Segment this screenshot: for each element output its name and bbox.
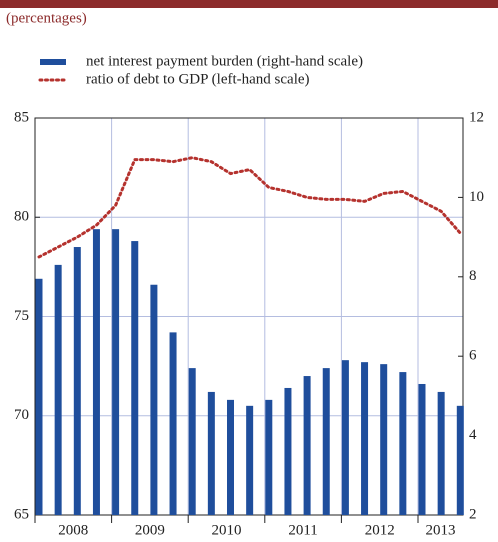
x-tick-label: 2013 [426, 522, 456, 538]
y-tick-label: 75 [14, 308, 29, 324]
y-tick-label: 70 [14, 407, 29, 423]
y2-tick-label: 2 [469, 506, 477, 522]
x-tick-label: 2012 [365, 522, 395, 538]
bar [54, 264, 62, 515]
y2-tick-label: 4 [469, 427, 477, 443]
bar [131, 241, 139, 515]
x-tick-label: 2009 [135, 522, 165, 538]
y-tick-label: 65 [14, 506, 29, 522]
bar [35, 278, 43, 515]
bar [169, 332, 177, 515]
bar [437, 391, 445, 515]
bar [380, 364, 388, 515]
x-tick-label: 2011 [288, 522, 317, 538]
y-tick-label: 85 [14, 109, 29, 125]
y2-tick-label: 6 [469, 348, 477, 364]
y2-tick-label: 8 [469, 268, 477, 284]
bar [246, 405, 254, 515]
bar [227, 399, 234, 515]
bar [265, 399, 273, 515]
bar [284, 387, 292, 515]
y-tick-label: 80 [14, 209, 29, 225]
bar [188, 368, 196, 515]
bar [207, 391, 215, 515]
y2-tick-label: 10 [469, 189, 484, 205]
bar [322, 368, 330, 515]
x-tick-label: 2010 [212, 522, 242, 538]
bar [341, 360, 349, 515]
y2-tick-label: 12 [469, 109, 484, 125]
bar [92, 229, 100, 515]
header-bar [0, 0, 498, 8]
bar [303, 376, 311, 515]
bar [456, 405, 464, 515]
bar [418, 383, 426, 515]
legend-label: ratio of debt to GDP (left-hand scale) [86, 71, 310, 87]
legend-swatch [40, 59, 66, 65]
bar [112, 229, 120, 515]
x-tick-label: 2008 [58, 522, 88, 538]
chart-subtitle: (percentages) [6, 10, 87, 26]
bar [150, 284, 158, 515]
line-series [37, 156, 462, 259]
bar [73, 247, 81, 515]
bar [399, 372, 407, 515]
bar [361, 362, 369, 515]
legend-label: net interest payment burden (right-hand … [86, 53, 363, 69]
